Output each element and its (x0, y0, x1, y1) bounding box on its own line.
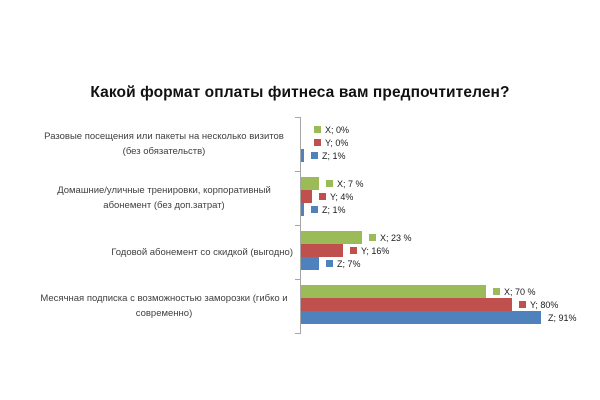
data-label-y-category-4: Y; 80% (519, 298, 558, 311)
data-label-y-category-1: Y; 0% (314, 136, 348, 149)
bar-z-category-3 (301, 257, 319, 270)
legend-key-icon (519, 301, 526, 308)
data-label-text: X; 23 % (380, 232, 412, 243)
legend-key-icon (326, 260, 333, 267)
legend-key-icon (311, 152, 318, 159)
data-label-y-category-3: Y; 16% (350, 244, 389, 257)
bar-x-category-4 (301, 285, 486, 298)
data-label-x-category-2: X; 7 % (326, 177, 364, 190)
data-label-x-category-3: X; 23 % (369, 231, 412, 244)
bar-x-category-2 (301, 177, 319, 190)
legend-key-icon (493, 288, 500, 295)
data-label-z-category-3: Z; 7% (326, 257, 361, 270)
axis-tick (295, 171, 301, 172)
bar-y-category-2 (301, 190, 312, 203)
data-label-z-category-1: Z; 1% (311, 149, 346, 162)
data-label-text: Z; 91% (548, 312, 577, 323)
data-label-x-category-4: X; 70 % (493, 285, 536, 298)
legend-key-icon (326, 180, 333, 187)
legend-key-icon (314, 126, 321, 133)
bar-y-category-4 (301, 298, 512, 311)
axis-tick (295, 225, 301, 226)
data-label-text: Y; 16% (361, 245, 390, 256)
data-label-z-category-4: Z; 91% (548, 311, 577, 324)
data-label-text: X; 7 % (337, 178, 364, 189)
data-label-x-category-1: X; 0% (314, 123, 349, 136)
data-label-text: Y; 80% (530, 299, 559, 310)
legend-key-icon (314, 139, 321, 146)
bar-z-category-1 (301, 149, 304, 162)
bar-z-category-2 (301, 203, 304, 216)
axis-tick (295, 333, 301, 334)
data-label-text: X; 70 % (504, 286, 536, 297)
legend-key-icon (311, 206, 318, 213)
bar-z-category-4 (301, 311, 541, 324)
legend-key-icon (350, 247, 357, 254)
data-label-text: Z; 7% (337, 258, 361, 269)
category-label: Разовые посещения или пакеты на нескольк… (44, 131, 284, 157)
bar-y-category-3 (301, 244, 343, 257)
category-label: Месячная подписка с возможностью замороз… (40, 293, 288, 319)
data-label-z-category-2: Z; 1% (311, 203, 346, 216)
category-label: Домашние/уличные тренировки, корпоративн… (57, 185, 271, 211)
data-label-text: Y; 4% (330, 191, 354, 202)
legend-key-icon (319, 193, 326, 200)
bar-x-category-3 (301, 231, 362, 244)
legend-key-icon (369, 234, 376, 241)
axis-tick (295, 279, 301, 280)
axis-tick (295, 117, 301, 118)
data-label-text: Y; 0% (325, 137, 349, 148)
data-label-text: Z; 1% (322, 204, 346, 215)
data-label-y-category-2: Y; 4% (319, 190, 353, 203)
chart-title: Какой формат оплаты фитнеса вам предпочт… (90, 84, 510, 101)
data-label-text: X; 0% (325, 124, 350, 135)
category-label: Годовой абонемент со скидкой (выгодно) (111, 246, 293, 258)
data-label-text: Z; 1% (322, 150, 346, 161)
